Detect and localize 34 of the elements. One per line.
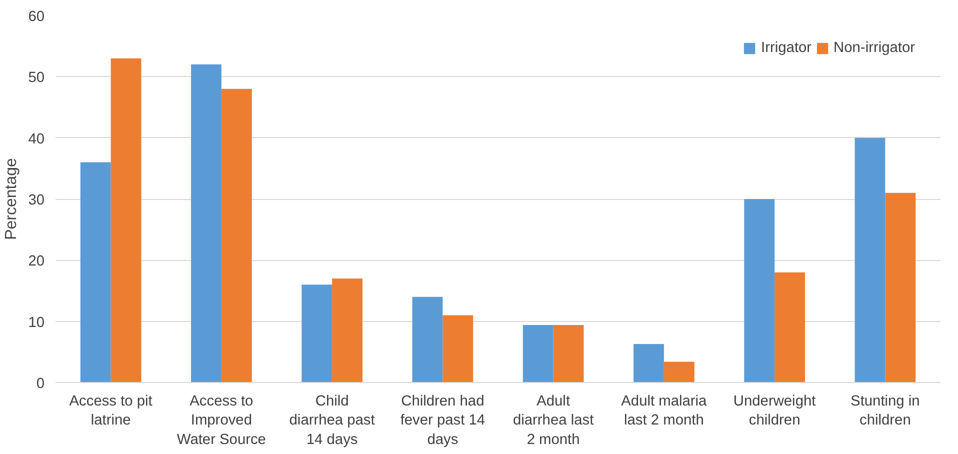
bar: [522, 325, 554, 382]
bar: [412, 296, 443, 382]
bar: [110, 58, 142, 382]
x-tick-label: Access to pit latrine: [69, 394, 152, 429]
x-tick-label: Adult diarrhea last 2 month: [512, 394, 594, 448]
bar: [774, 272, 805, 382]
bar: [80, 162, 111, 382]
x-tick-label: Stunting in children: [850, 394, 920, 429]
bar: [442, 315, 474, 382]
bar: [221, 88, 252, 382]
bar: [634, 344, 664, 382]
legend-label: Non-irrigator: [834, 40, 915, 56]
y-tick-label: 40: [28, 131, 45, 148]
x-tick-label: Access to Improved Water Source: [176, 394, 266, 448]
x-tick-label: Adult malaria last 2 month: [621, 394, 708, 429]
y-tick-label: 20: [28, 254, 45, 270]
y-tick-label: 50: [28, 70, 45, 86]
x-tick-label: Children had fever past 14 days: [400, 394, 486, 448]
x-tick-label: Underweight children: [733, 394, 816, 429]
bar: [744, 199, 775, 382]
bar: [885, 192, 916, 382]
y-tick-label: 10: [28, 314, 45, 331]
y-axis-title: Percentage: [3, 158, 20, 240]
y-tick-label: 60: [28, 9, 45, 25]
bar: [302, 284, 332, 382]
y-tick-label: 0: [36, 376, 45, 392]
y-tick-label: 30: [28, 192, 45, 208]
bar: [664, 362, 694, 382]
bar: [553, 325, 584, 382]
x-tick-label: Child diarrhea past 14 days: [289, 394, 375, 448]
bar: [332, 278, 362, 382]
bar: [854, 138, 886, 382]
legend-label: Irrigator: [761, 40, 812, 56]
bar: [191, 64, 222, 382]
